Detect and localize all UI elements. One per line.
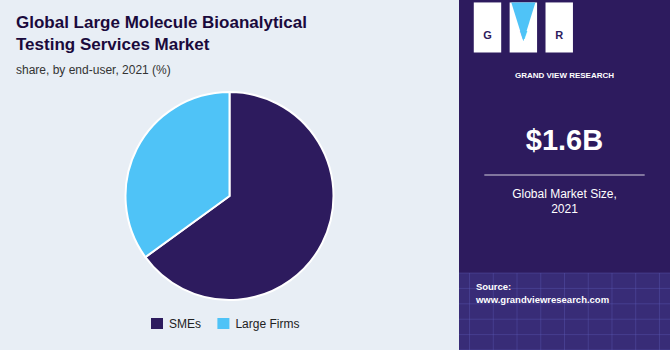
- footer-pattern-line: [459, 319, 670, 320]
- page: {"chart_data": {"type": "pie", "title": …: [0, 0, 670, 350]
- footer-pattern-line: [659, 273, 660, 350]
- title-line: Global Large Molecule Bioanalytical: [16, 13, 307, 32]
- market-size-label-line: 2021: [551, 202, 578, 216]
- legend: SMEs Large Firms: [151, 317, 299, 331]
- logo-letter: V: [520, 29, 528, 41]
- logo: GVR: [474, 2, 573, 52]
- pie: [126, 92, 334, 300]
- footer-pattern-line: [517, 273, 518, 350]
- market-size-value: $1.6B: [526, 124, 603, 156]
- side-panel-background: [459, 0, 670, 350]
- footer-pattern-line: [635, 273, 636, 350]
- footer-pattern-line: [459, 273, 670, 274]
- chart-container: Global Large Molecule Bioanalytical Testi…: [0, 0, 670, 350]
- legend-label: SMEs: [169, 317, 201, 331]
- source: Source: www.grandviewresearch.com: [475, 281, 609, 305]
- footer-pattern-line: [611, 273, 612, 350]
- market-size-label-line: Global Market Size,: [512, 187, 617, 201]
- divider: [484, 175, 644, 176]
- legend-swatch: [217, 318, 229, 329]
- footer-pattern-line: [459, 334, 670, 335]
- logo-box: [546, 2, 573, 52]
- pie-slice: [126, 92, 230, 257]
- logo-box: [510, 2, 537, 52]
- footer-pattern-line: [588, 273, 589, 350]
- title-line: Testing Services Market: [16, 35, 210, 54]
- footer-pattern-line: [540, 273, 541, 350]
- subtitle: share, by end-user, 2021 (%): [16, 63, 171, 77]
- logo-triangle: [511, 2, 535, 41]
- legend-swatch: [151, 318, 163, 329]
- brand-name: GRAND VIEW RESEARCH: [515, 71, 614, 80]
- footer-pattern-line: [469, 273, 470, 350]
- logo-letter: G: [483, 29, 492, 41]
- footer-background: [459, 273, 670, 350]
- chart-svg: Global Large Molecule Bioanalytical Testi…: [0, 0, 670, 350]
- footer-pattern-line: [564, 273, 565, 350]
- background: [0, 0, 670, 350]
- legend-label: Large Firms: [235, 317, 299, 331]
- market-size-label: Global Market Size,2021: [512, 187, 617, 216]
- source-line: www.grandviewresearch.com: [475, 294, 609, 305]
- logo-box: [474, 2, 501, 52]
- title: Global Large Molecule Bioanalytical Testi…: [16, 13, 307, 54]
- source-line: Source:: [476, 281, 511, 292]
- side-panel-footer: Source: www.grandviewresearch.com: [459, 273, 670, 350]
- logo-letter: R: [555, 29, 563, 41]
- side-panel: G V R GRAND VIEW RESEARCH $1.6B Global Market…: [459, 0, 670, 350]
